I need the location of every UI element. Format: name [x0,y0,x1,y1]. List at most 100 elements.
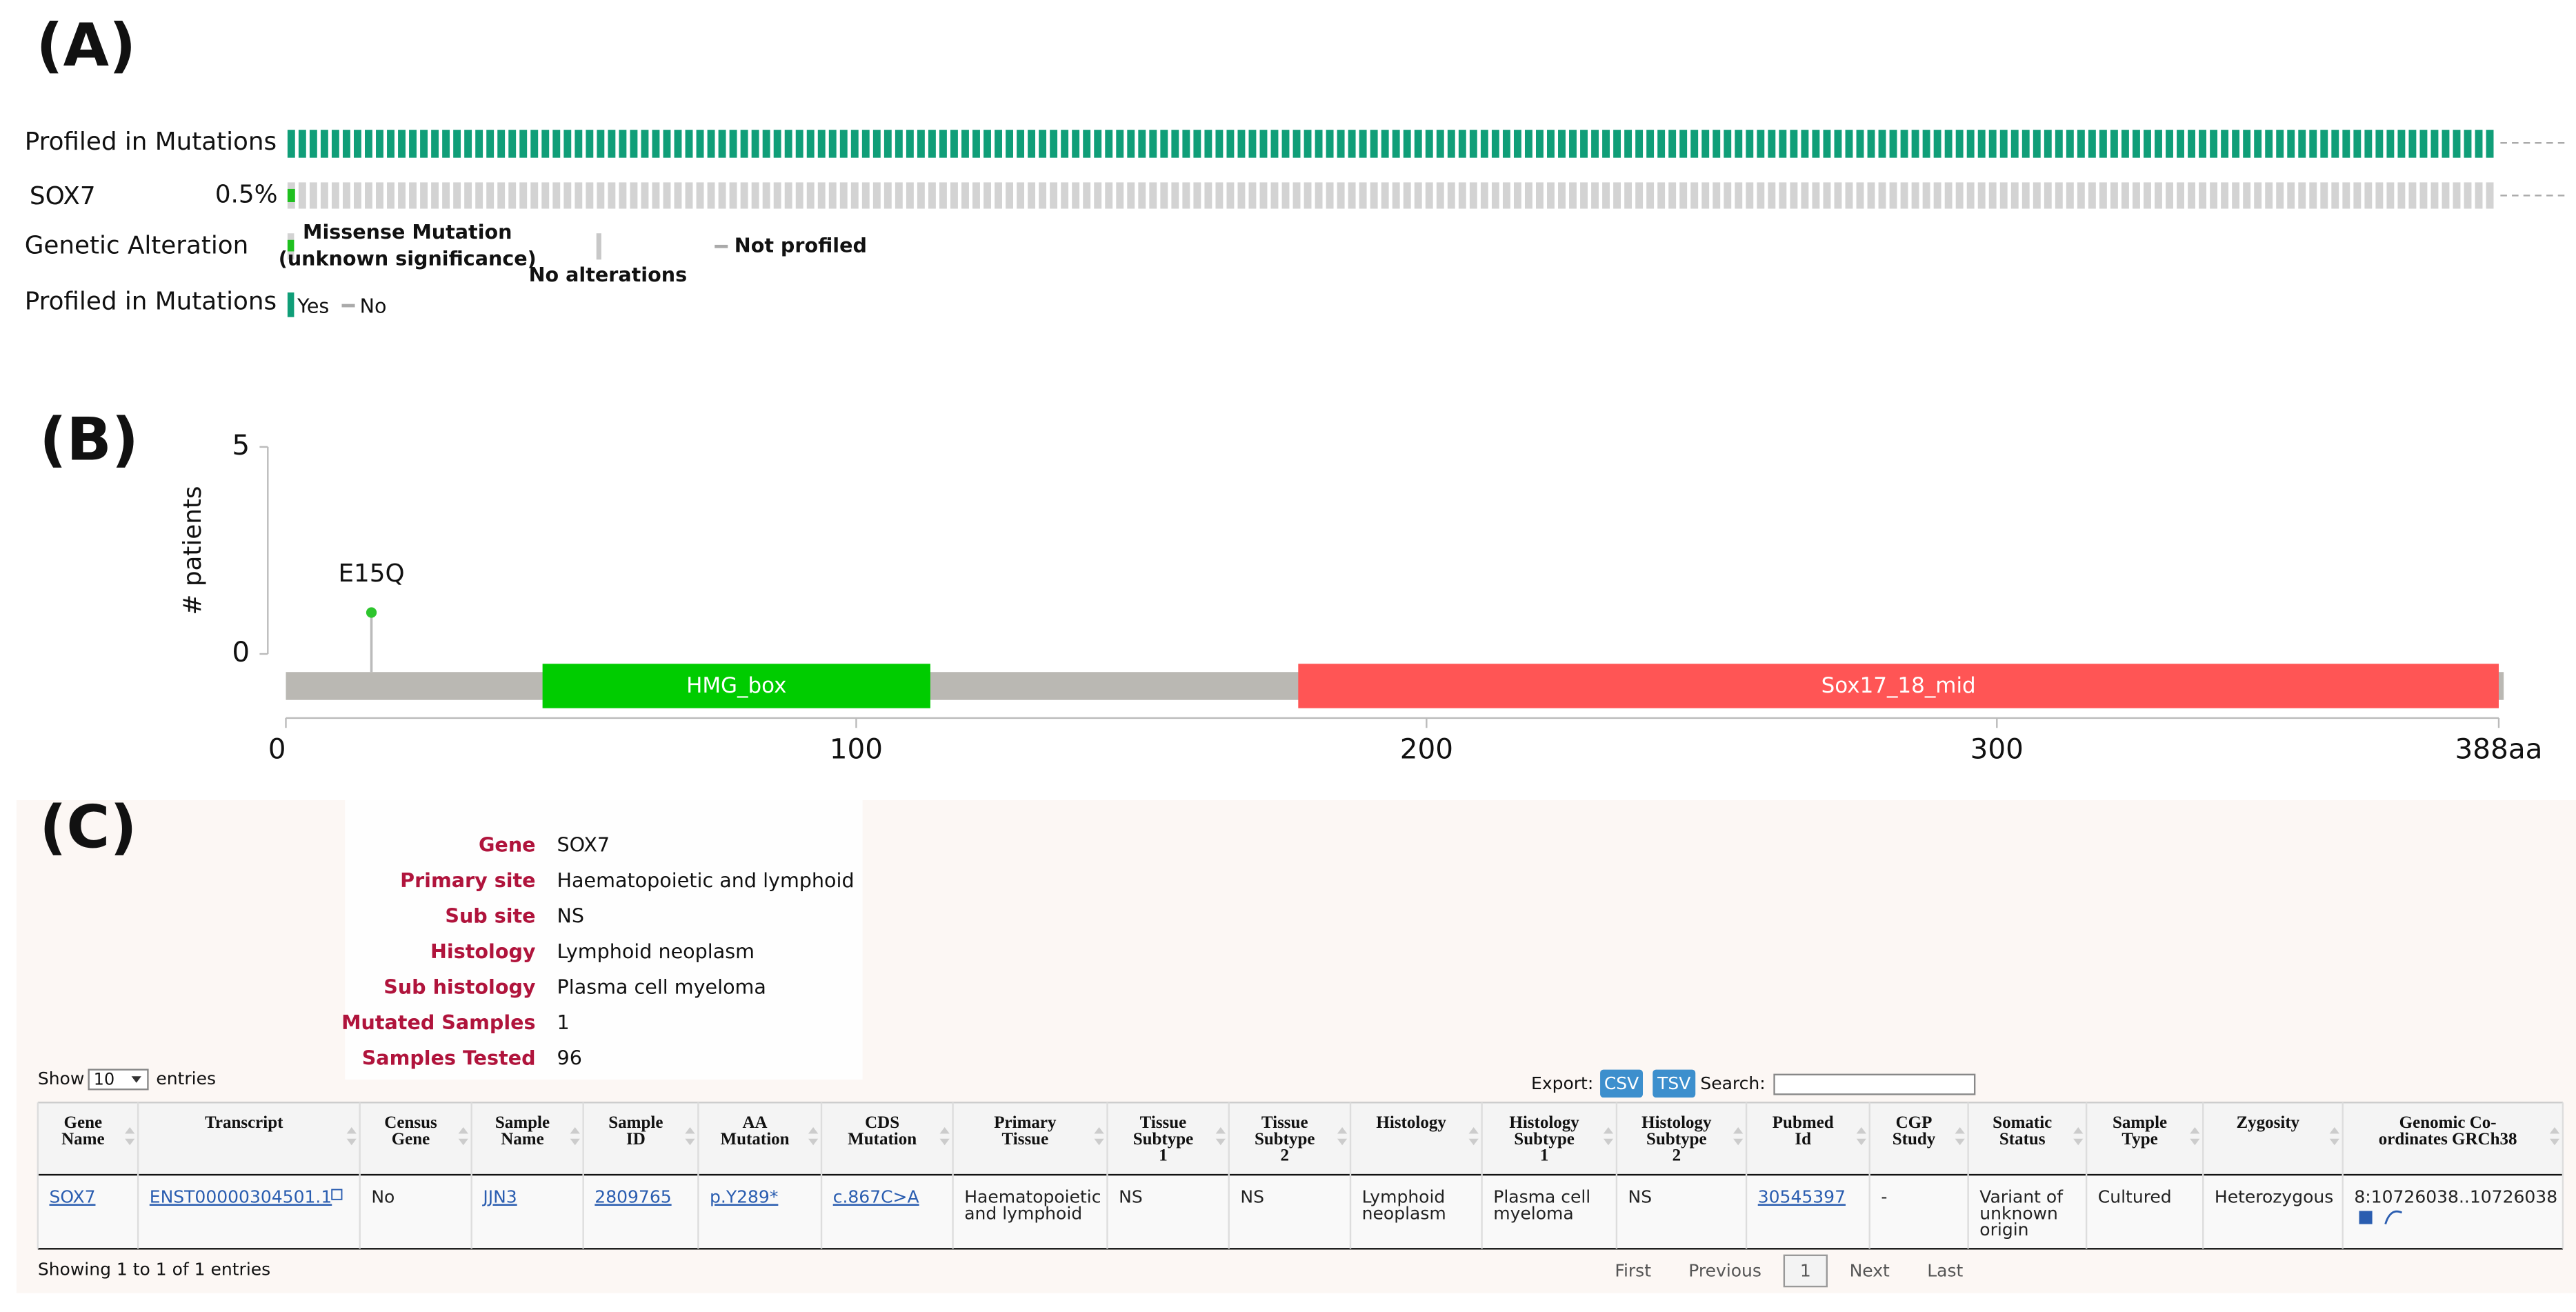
sample-cell [1911,182,1919,209]
profiled-cell [1602,130,1610,158]
sort-icon[interactable] [2190,1127,2200,1146]
profiled-cell [1911,130,1919,158]
sample-cell [1679,182,1688,209]
table-header: CGP [1896,1113,1933,1132]
table-link[interactable]: JJN3 [481,1186,517,1206]
sort-icon[interactable] [685,1127,695,1146]
info-key: Mutated Samples [341,1011,535,1034]
table-header: 1 [1540,1146,1549,1165]
table-cell: Variant of [1979,1186,2064,1206]
sample-cell [1403,182,1411,209]
sample-cell [1569,182,1577,209]
info-value: Lymphoid neoplasm [557,940,755,963]
sort-icon[interactable] [1733,1127,1744,1146]
profiled-cell [1779,130,1787,158]
profiled-cell [762,130,770,158]
sort-icon[interactable] [2549,1127,2560,1146]
profiled-cell [1988,130,1997,158]
table-link[interactable]: ENST00000304501.1 [150,1186,332,1206]
table-link[interactable]: c.867C>A [833,1186,919,1206]
sort-icon[interactable] [458,1127,468,1146]
sample-cell [1999,182,2008,209]
page-current-bg [1783,1254,1828,1288]
pager-button[interactable]: Previous [1688,1261,1761,1281]
profiled-cell [1127,130,1135,158]
sort-icon[interactable] [570,1127,580,1146]
profiled-cell [1668,130,1677,158]
sort-icon[interactable] [1468,1127,1479,1146]
table-cell: NS [1240,1186,1264,1206]
sort-icon[interactable] [1603,1127,1614,1146]
profiled-cell [1160,130,1168,158]
sort-icon[interactable] [808,1127,819,1146]
table-link[interactable]: 2809765 [595,1186,671,1206]
ensembl-icon[interactable] [2384,1210,2403,1224]
pager-button[interactable]: First [1615,1261,1651,1281]
profiled-cell [718,130,726,158]
profiled-cell [2210,130,2218,158]
sort-icon[interactable] [1955,1127,1965,1146]
table-link[interactable]: SOX7 [49,1186,95,1206]
sort-icon[interactable] [2329,1127,2339,1146]
table-link[interactable]: 30545397 [1758,1186,1846,1206]
sort-icon[interactable] [1337,1127,1348,1146]
search-input[interactable] [1773,1073,1976,1095]
table-header: Genomic Co- [2399,1113,2497,1132]
legend-title: Genetic Alteration [25,231,249,259]
profiled-cell [2221,130,2229,158]
sample-cell [2066,182,2074,209]
sort-icon[interactable] [1856,1127,1866,1146]
table-header: Tissue [1002,1130,1049,1149]
profiled-cell [1635,130,1644,158]
profiled-cell [1735,130,1743,158]
profiled-cell [497,130,506,158]
sample-cell [453,182,461,209]
sort-icon[interactable] [125,1127,135,1146]
profiled-cell [961,130,969,158]
sort-icon[interactable] [1094,1127,1104,1146]
table-header: Type [2121,1130,2157,1149]
domain-label: Sox17_18_mid [1821,673,1976,698]
sample-cell [1580,182,1588,209]
sample-cell [2397,182,2406,209]
sample-cell [2044,182,2052,209]
sample-cell [2188,182,2195,209]
profiled-cell [1624,130,1633,158]
table-info: Showing 1 to 1 of 1 entries [38,1259,270,1279]
sample-cell [387,182,395,209]
profiled-cell [1613,130,1621,158]
sample-cell [1480,182,1488,209]
sort-icon[interactable] [1215,1127,1226,1146]
export-label: Export: [1531,1073,1593,1093]
sample-cell [353,182,361,209]
profiled-cell [2331,130,2339,158]
profiled-cell [486,130,495,158]
sample-cell [729,182,737,209]
profiled-cell [795,130,803,158]
profiled-cell [1204,130,1212,158]
pager-button[interactable]: Next [1850,1261,1890,1281]
y-tick-label: 5 [232,428,250,461]
sample-cell [1933,182,1941,209]
sort-icon[interactable] [2073,1127,2084,1146]
y-axis-label: # patients [179,486,207,615]
pager-button[interactable]: 1 [1800,1261,1811,1281]
export-button[interactable] [1653,1069,1696,1098]
sample-cell [1006,182,1013,209]
sort-icon[interactable] [346,1127,357,1146]
sample-cell [1613,182,1621,209]
pager-button[interactable]: Last [1927,1261,1963,1281]
sample-cell [1469,182,1477,209]
genome-icon[interactable] [2359,1211,2373,1224]
profiled-cell [552,130,561,158]
table-link[interactable]: p.Y289* [710,1186,778,1206]
export-button[interactable] [1600,1069,1644,1098]
sample-cell [984,182,991,209]
profiled-cell [298,130,306,158]
sort-icon[interactable] [939,1127,950,1146]
profiled-cell [1524,130,1532,158]
profiled-cell [696,130,704,158]
sample-cell [1834,182,1842,209]
sample-cell [740,182,748,209]
table-header: Somatic [1993,1113,2052,1132]
